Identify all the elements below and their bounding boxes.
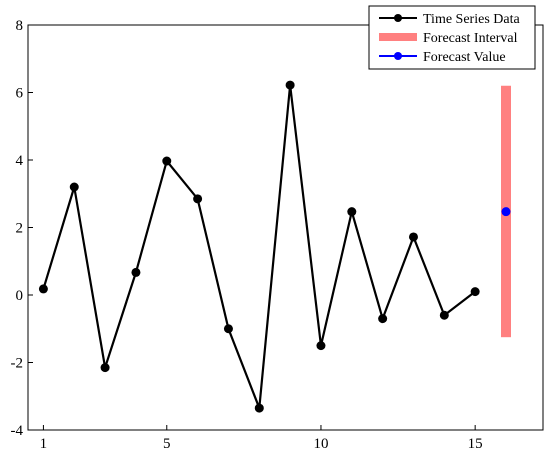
legend-label-forecast-value: Forecast Value [423, 50, 506, 65]
legend: Time Series Data Forecast Interval Forec… [368, 5, 536, 70]
time-series-point [285, 80, 295, 90]
y-tick-label: -2 [11, 356, 24, 372]
forecast-value-point [501, 207, 511, 217]
time-series-point [470, 287, 480, 297]
time-series-point [162, 156, 172, 166]
time-series-point [223, 324, 233, 334]
time-series-point [378, 314, 388, 324]
y-tick-label: 2 [16, 221, 24, 237]
plot-area [27, 24, 544, 431]
legend-marker-time-series [394, 14, 402, 22]
chart-marks [38, 80, 511, 413]
time-series-point [38, 284, 48, 294]
x-axis-ticks: 1 5 10 15 [40, 425, 483, 452]
time-series-point [100, 363, 110, 373]
y-tick-label: 8 [16, 18, 24, 34]
time-series-point [193, 194, 203, 204]
y-tick-label: 4 [16, 153, 24, 169]
y-tick-label: -4 [11, 423, 24, 439]
time-series-point [439, 310, 449, 320]
y-tick-label: 6 [16, 86, 24, 102]
time-series-point [408, 232, 418, 242]
y-axis-ticks: -4 -2 0 2 4 6 8 [11, 18, 33, 439]
y-tick-label: 0 [16, 288, 24, 304]
legend-marker-forecast-value [394, 52, 402, 60]
x-tick-label: 15 [468, 436, 483, 452]
time-series-point [69, 182, 79, 192]
time-series-point [347, 207, 357, 217]
x-tick-label: 1 [40, 436, 48, 452]
x-tick-label: 10 [313, 436, 328, 452]
legend-label-time-series: Time Series Data [423, 12, 520, 27]
x-tick-label: 5 [163, 436, 171, 452]
time-series-point [316, 341, 326, 351]
time-series-point [131, 267, 141, 277]
time-series-point [254, 403, 264, 413]
legend-swatch-forecast-interval [379, 33, 417, 41]
legend-label-forecast-interval: Forecast Interval [423, 31, 518, 46]
